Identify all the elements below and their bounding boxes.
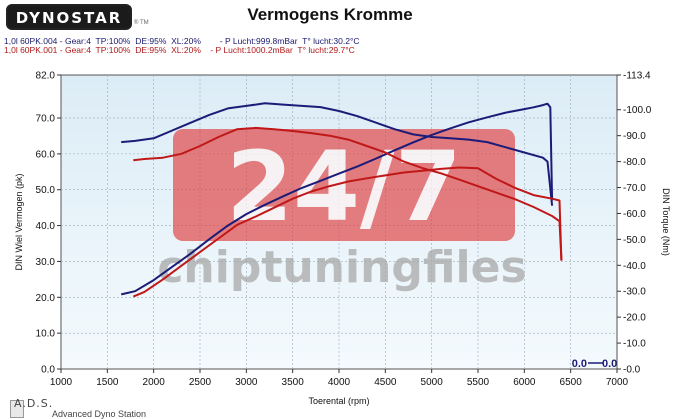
- x-tick-label: 4000: [328, 377, 351, 388]
- y2-tick-label: -100.0: [623, 105, 652, 116]
- x-tick-label: 3000: [235, 377, 258, 388]
- y-tick-label: 30.0: [36, 257, 56, 268]
- ads-icon: [10, 400, 24, 418]
- chart-title: Vermogens Kromme: [247, 5, 413, 24]
- footer-brand: A.D.S.: [14, 397, 54, 410]
- x-tick-label: 1500: [96, 377, 119, 388]
- red-torque-curve: [133, 126, 563, 261]
- y2-tick-label: -10.0: [623, 339, 646, 350]
- x-tick-label: 6000: [513, 377, 536, 388]
- footer-subtitle: Advanced Dyno Station: [52, 409, 147, 419]
- red-power-curve: [132, 166, 563, 298]
- x-tick-label: 3500: [282, 377, 305, 388]
- y-tick-label: 82.0: [36, 71, 56, 82]
- x-tick-label: 6500: [560, 377, 583, 388]
- y2-tick-label: -80.0: [623, 157, 646, 168]
- blue-torque-curve: [121, 102, 554, 206]
- trademark-mark: ® TM: [134, 20, 149, 26]
- y-tick-label: 20.0: [36, 293, 56, 304]
- y2-tick-label: -60.0: [623, 209, 646, 220]
- blue-power-curve: [120, 102, 554, 296]
- y2-tick-label: -70.0: [623, 183, 646, 194]
- x-tick-label: 7000: [606, 377, 629, 388]
- y-tick-label: 60.0: [36, 149, 56, 160]
- y2-tick-label: -90.0: [623, 131, 646, 142]
- x-tick-label: 2500: [189, 377, 212, 388]
- run-info-blue: 1,0l 60PK.004 - Gear:4 TP:100% DE:95% XL…: [4, 36, 360, 46]
- x-tick-label: 1000: [50, 377, 73, 388]
- y-right-tick-labels: -0.0 -10.0 -20.0 -30.0 -40.0 -50.0 -60.0 -70.0 -…: [617, 71, 652, 376]
- run-info-red: 1,0l 60PK.001 - Gear:4 TP:100% DE:95% XL…: [4, 45, 355, 55]
- y-tick-label: 10.0: [36, 329, 56, 340]
- y2-tick-label: -113.4: [623, 71, 651, 82]
- x-tick-label: 4500: [374, 377, 397, 388]
- y-tick-label: 40.0: [36, 221, 56, 232]
- x-tick-label: 5500: [467, 377, 490, 388]
- power-readout: 0.0: [572, 358, 587, 370]
- series-lines: [120, 102, 563, 298]
- logo-text: DYNOSTAR: [15, 9, 123, 27]
- y-tick-label: 70.0: [36, 114, 56, 125]
- x-tick-label: 2000: [143, 377, 166, 388]
- y2-tick-label: -0.0: [623, 365, 641, 376]
- y2-tick-label: -40.0: [623, 261, 646, 272]
- x-axis-label: Toerental (rpm): [308, 396, 369, 406]
- chiptuningfiles-watermark: 24/7 chiptuningfiles: [157, 129, 527, 293]
- watermark-word: chiptuningfiles: [157, 242, 526, 293]
- watermark-247-text: 24/7: [226, 131, 461, 243]
- y-tick-label: 0.0: [41, 365, 55, 376]
- x-tick-labels: 1000 1500 2000 2500 3000 3500 4000 4500 5000 5500…: [50, 369, 629, 388]
- y2-tick-label: -50.0: [623, 235, 646, 246]
- x-tick-label: 5000: [421, 377, 444, 388]
- y2-tick-label: -20.0: [623, 313, 646, 324]
- y-left-tick-labels: 0.0 10.0 20.0 30.0 40.0 50.0 60.0 70.0 82.0: [36, 71, 61, 376]
- torque-readout: 0.0: [602, 358, 617, 370]
- y2-tick-label: -30.0: [623, 287, 646, 298]
- y-axis-label: DIN Wiel Vermogen (pk): [14, 173, 24, 270]
- y2-axis-label: DIN Torque (Nm): [661, 188, 671, 256]
- watermark-red-block: [173, 129, 515, 241]
- y-tick-label: 50.0: [36, 185, 56, 196]
- dynostar-logo: DYNOSTAR: [6, 4, 132, 30]
